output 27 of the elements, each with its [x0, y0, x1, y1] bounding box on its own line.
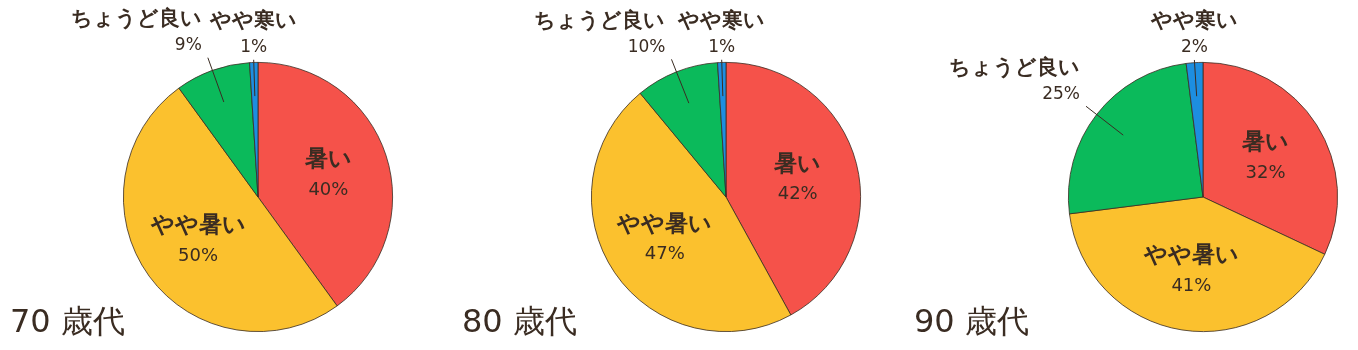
data-label: 10%: [627, 35, 666, 56]
text: 80 歳代: [462, 301, 577, 342]
data-label: 47%: [644, 242, 685, 264]
data-label: 40%: [308, 177, 349, 199]
data-label: 32%: [1245, 161, 1286, 182]
slice-label: ちょうど良い: [949, 54, 1081, 79]
data-label: 9%: [174, 34, 202, 55]
slice-label: 暑い: [773, 149, 822, 176]
slice-label: やや寒い: [209, 8, 298, 33]
text: 70 歳代: [10, 301, 125, 342]
slice-label: 暑い: [303, 145, 352, 172]
data-label: 2%: [1180, 36, 1208, 57]
data-label: 1%: [708, 36, 736, 57]
data-label: 25%: [1042, 82, 1081, 103]
slice-label: ちょうど良い: [70, 6, 202, 31]
slice-label: やや暑い: [616, 209, 713, 236]
slice-label: やや寒い: [1149, 8, 1238, 33]
text: 90 歳代: [914, 301, 1029, 342]
slice-label: やや寒い: [677, 8, 766, 33]
data-label: 42%: [777, 182, 818, 204]
data-label: 50%: [178, 244, 219, 266]
slice-label: 暑い: [1241, 128, 1290, 155]
data-label: 1%: [240, 36, 268, 57]
slice-label: やや暑い: [1142, 241, 1239, 268]
slice-label: ちょうど良い: [534, 7, 666, 32]
data-label: 41%: [1171, 273, 1212, 295]
slice-label: やや暑い: [149, 211, 246, 238]
